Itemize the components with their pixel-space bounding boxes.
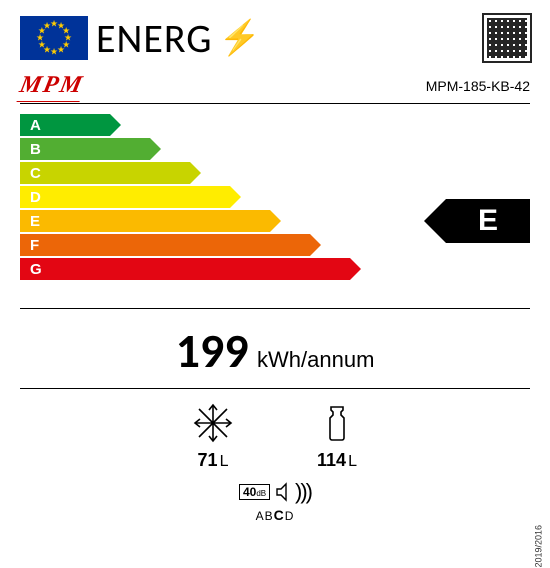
header: ★★★★★★★★★★★★ ENERG ⚡ (20, 10, 530, 66)
snowflake-icon (191, 403, 235, 443)
sound-waves-icon: ))) (295, 479, 311, 504)
noise-scale: ABCD (20, 507, 530, 523)
capacity-metrics: 71L 114L (20, 403, 530, 471)
scale-bar-e: E (20, 210, 270, 232)
scale-bar-d: D (20, 186, 230, 208)
bottle-icon (315, 403, 359, 443)
scale-bar-c: C (20, 162, 190, 184)
brand-logo: MPM (17, 72, 86, 99)
brand-row: MPM MPM-185-KB-42 (20, 72, 530, 104)
lightning-icon: ⚡ (218, 18, 260, 58)
freezer-value: 71 (198, 450, 218, 470)
consumption: 199 kWh/annum (20, 321, 530, 380)
regulation-number: 2019/2016 (534, 525, 544, 568)
noise-metric: 40dB ))) ABCD (20, 479, 530, 523)
energy-title: ENERG (96, 14, 212, 63)
freezer-metric: 71L (191, 403, 235, 471)
energy-scale: ABCDEFG E (20, 114, 530, 300)
rating-letter: E (478, 204, 498, 238)
scale-bar-b: B (20, 138, 150, 160)
scale-bar-f: F (20, 234, 310, 256)
fridge-unit: L (348, 453, 357, 470)
consumption-value: 199 (176, 321, 249, 380)
fridge-value: 114 (317, 450, 346, 470)
model-number: MPM-185-KB-42 (426, 78, 530, 94)
consumption-unit: kWh/annum (257, 347, 374, 372)
fridge-metric: 114L (315, 403, 359, 471)
scale-bar-g: G (20, 258, 350, 280)
noise-value-box: 40dB (239, 484, 270, 500)
qr-code-icon (484, 15, 530, 61)
scale-bar-a: A (20, 114, 110, 136)
eu-flag-icon: ★★★★★★★★★★★★ (20, 16, 88, 60)
freezer-unit: L (220, 453, 229, 470)
speaker-icon (275, 482, 291, 502)
energy-rating-badge: E (446, 199, 530, 243)
